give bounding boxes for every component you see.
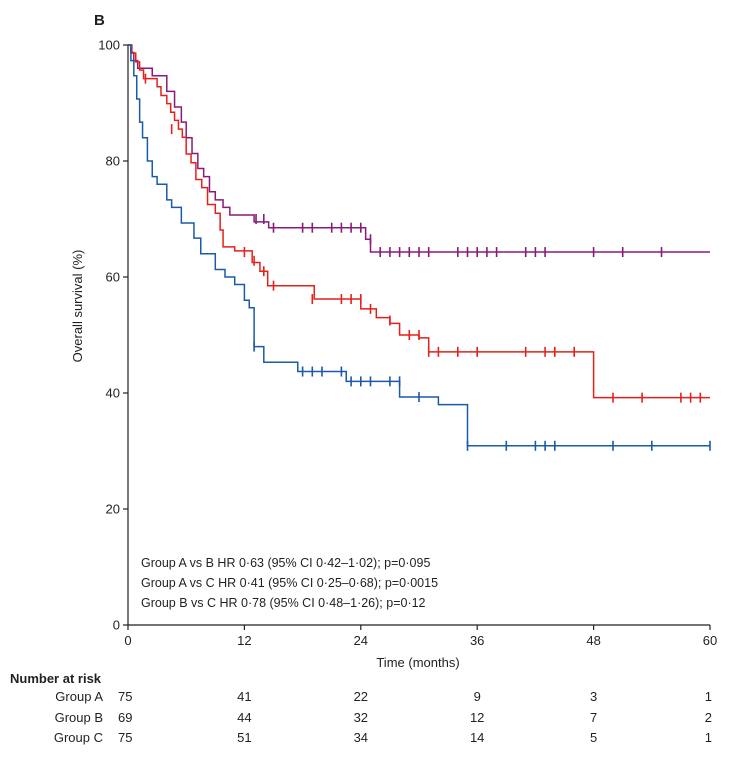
risk-value: 2 — [705, 710, 712, 725]
group-b-series — [128, 44, 710, 403]
risk-table: Group A 75 41 22 9 3 1 Group B 69 44 32 12 7 2 Group C… — [54, 689, 712, 745]
risk-value: 41 — [237, 689, 251, 704]
risk-value: 75 — [118, 730, 132, 745]
x-tick-label: 24 — [354, 633, 368, 648]
risk-value: 14 — [470, 730, 484, 745]
group-c-curve — [128, 44, 710, 447]
y-axis-title: Overall survival (%) — [70, 250, 85, 363]
risk-row-label: Group B — [55, 710, 103, 725]
risk-table-title: Number at risk — [10, 671, 102, 686]
risk-value: 32 — [354, 710, 368, 725]
group-a-curve — [128, 44, 710, 253]
risk-value: 5 — [590, 730, 597, 745]
risk-value: 75 — [118, 689, 132, 704]
x-tick-label: 12 — [237, 633, 251, 648]
panel-label: B — [94, 12, 105, 29]
risk-value: 7 — [590, 710, 597, 725]
risk-value: 69 — [118, 710, 132, 725]
group-b-curve — [128, 44, 710, 399]
y-tick-label: 60 — [106, 270, 120, 285]
annotation-b-vs-c: Group B vs C HR 0·78 (95% CI 0·48–1·26);… — [141, 596, 426, 610]
annotation-a-vs-b: Group A vs B HR 0·63 (95% CI 0·42–1·02);… — [141, 556, 430, 570]
risk-value: 12 — [470, 710, 484, 725]
risk-value: 44 — [237, 710, 251, 725]
x-tick-label: 0 — [124, 633, 131, 648]
risk-value: 34 — [354, 730, 368, 745]
risk-row-label: Group C — [54, 730, 103, 745]
group-c-series — [128, 44, 711, 451]
y-tick-label: 100 — [98, 38, 120, 53]
x-tick-label: 36 — [470, 633, 484, 648]
risk-value: 9 — [474, 689, 481, 704]
risk-value: 22 — [354, 689, 368, 704]
y-tick-label: 80 — [106, 154, 120, 169]
risk-value: 51 — [237, 730, 251, 745]
risk-value: 1 — [705, 689, 712, 704]
risk-value: 3 — [590, 689, 597, 704]
series-layer — [128, 44, 711, 451]
y-tick-label: 40 — [106, 386, 120, 401]
risk-row-label: Group A — [55, 689, 103, 704]
x-tick-label: 48 — [586, 633, 600, 648]
axes: 0 20 40 60 80 100 0 12 24 36 48 60 — [98, 38, 717, 649]
annotation-a-vs-c: Group A vs C HR 0·41 (95% CI 0·25–0·68);… — [141, 576, 438, 590]
y-tick-label: 20 — [106, 502, 120, 517]
x-axis-title: Time (months) — [376, 655, 459, 670]
group-a-series — [128, 44, 710, 258]
x-tick-label: 60 — [703, 633, 717, 648]
y-tick-label: 0 — [113, 618, 120, 633]
risk-value: 1 — [705, 730, 712, 745]
